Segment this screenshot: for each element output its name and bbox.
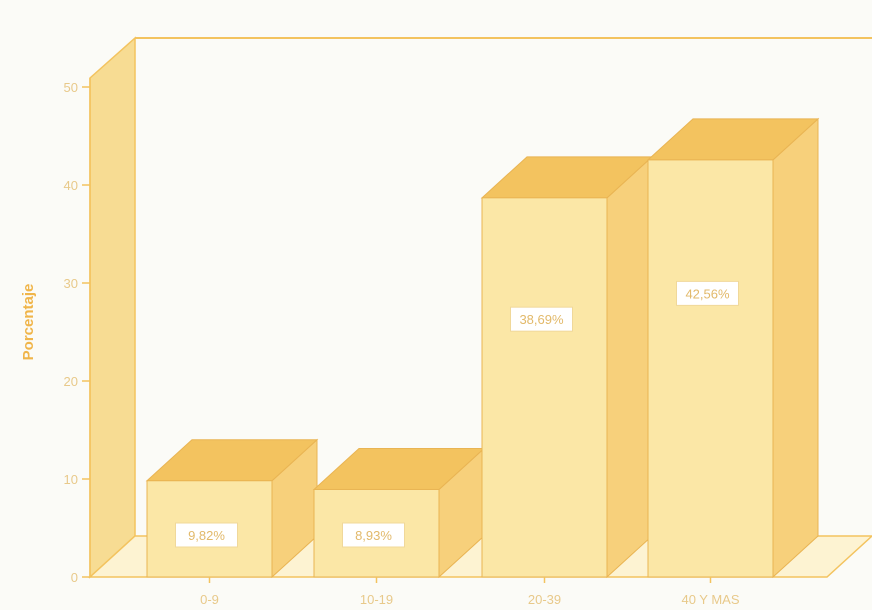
data-label-box <box>510 306 573 332</box>
y-tick-label: 20 <box>64 374 78 389</box>
bar-front <box>481 197 608 578</box>
y-tick-label: 40 <box>64 178 78 193</box>
y-tick-label: 50 <box>64 80 78 95</box>
x-tick-label: 10-19 <box>360 592 393 607</box>
data-label: 8,93% <box>355 528 392 543</box>
data-label-box <box>342 522 405 548</box>
data-label: 9,82% <box>188 528 225 543</box>
data-label-box <box>175 522 238 548</box>
left-wall <box>89 36 136 579</box>
data-label-box <box>676 280 739 306</box>
category-labels: 0-9 10-19 20-39 40 Y MAS <box>200 577 740 607</box>
data-label: 38,69% <box>519 312 564 327</box>
y-axis-label: Porcentaje <box>20 284 37 361</box>
x-tick-label: 40 Y MAS <box>681 592 739 607</box>
y-tick-label: 0 <box>71 570 78 585</box>
y-axis: 0 10 20 30 40 50 <box>64 78 91 585</box>
x-tick-label: 0-9 <box>200 592 219 607</box>
bar-front <box>647 159 774 578</box>
bar-side <box>772 117 819 579</box>
bar-10-19: 8,93% <box>312 447 486 579</box>
data-label: 42,56% <box>685 286 730 301</box>
x-tick-label: 20-39 <box>528 592 561 607</box>
bar-20-39: 38,69% <box>480 155 654 579</box>
bars: 9,82% 8,93% 38,69% 42,56% <box>145 117 820 579</box>
bar-40-y-mas: 42,56% <box>646 117 820 579</box>
bar-side <box>606 155 653 579</box>
y-tick-label: 10 <box>64 472 78 487</box>
y-tick-label: 30 <box>64 276 78 291</box>
bar-0-9: 9,82% <box>145 438 319 579</box>
